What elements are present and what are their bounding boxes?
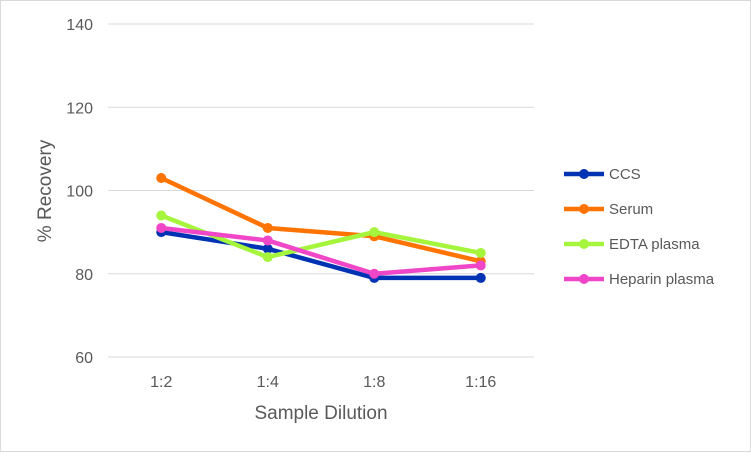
legend-swatch-marker (579, 204, 589, 214)
series-line (160, 225, 481, 276)
data-point (369, 268, 380, 279)
legend-item: Heparin plasma (564, 271, 715, 288)
y-tick-label: 80 (75, 267, 93, 284)
data-point (475, 247, 486, 258)
legend-item: EDTA plasma (564, 236, 700, 253)
legend-item: CCS (564, 166, 641, 183)
x-axis-label: Sample Dilution (254, 403, 387, 424)
legend-item: Serum (564, 201, 653, 218)
data-point (156, 173, 167, 184)
x-tick-label: 1:8 (363, 374, 385, 391)
legend-label: Heparin plasma (609, 271, 715, 288)
data-point (262, 222, 273, 233)
data-point (369, 227, 380, 238)
legend-swatch-marker (579, 239, 589, 249)
legend-swatch-marker (579, 169, 589, 179)
x-tick-label: 1:16 (465, 374, 496, 391)
data-point (262, 252, 273, 263)
y-tick-label: 100 (66, 184, 93, 201)
series-heparin-plasma (156, 222, 486, 279)
y-tick-label: 120 (66, 100, 93, 117)
data-point (262, 243, 273, 254)
legend-swatch-marker (579, 274, 589, 284)
series-line (160, 175, 482, 264)
legend-label: EDTA plasma (609, 236, 700, 253)
data-point (156, 210, 167, 221)
x-tick-label: 1:4 (257, 374, 279, 391)
y-tick-label: 140 (66, 17, 93, 34)
y-tick-label: 60 (75, 350, 93, 367)
legend-label: CCS (609, 166, 641, 183)
series-serum (156, 173, 486, 267)
series-edta-plasma (156, 210, 486, 263)
legend-label: Serum (609, 201, 653, 218)
y-axis-label: % Recovery (35, 139, 56, 242)
data-point (262, 235, 273, 246)
data-point (475, 272, 486, 283)
x-tick-label: 1:2 (150, 374, 172, 391)
data-point (156, 222, 167, 233)
data-point (475, 260, 486, 271)
series-line (160, 229, 481, 281)
